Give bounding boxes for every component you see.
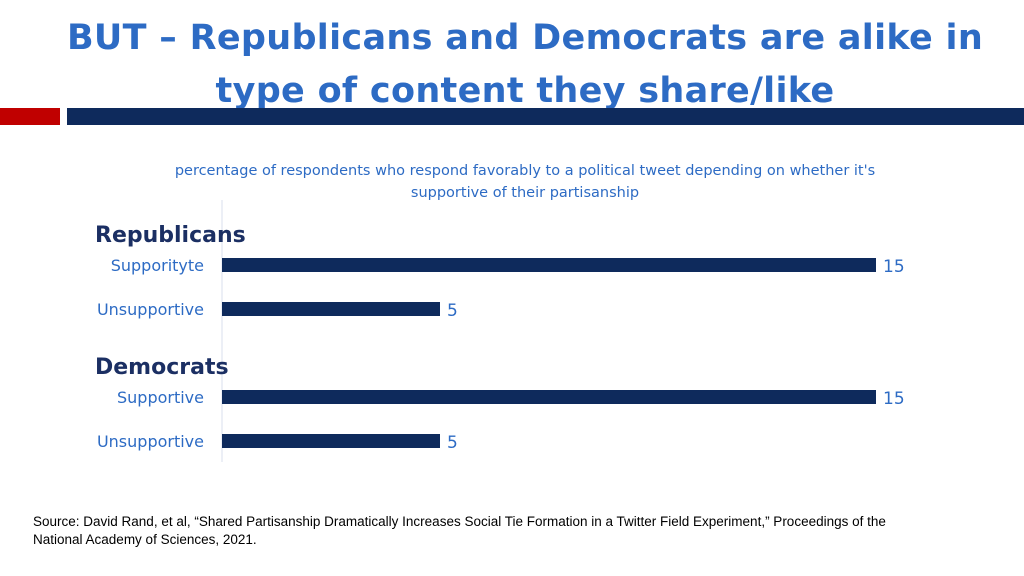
group-label: Democrats [95, 355, 229, 380]
slide-title: BUT – Republicans and Democrats are alik… [66, 18, 984, 111]
data-label: 5 [447, 433, 458, 453]
accent-bar-navy [67, 108, 1024, 125]
accent-bar-red [0, 108, 60, 125]
data-label: 5 [447, 301, 458, 321]
data-label: 15 [883, 389, 905, 409]
bar [222, 390, 876, 404]
chart-title: percentage of respondents who respond fa… [174, 163, 876, 201]
bar [222, 258, 876, 272]
category-label: Supportive [117, 388, 204, 407]
data-label: 15 [883, 257, 905, 277]
bar [222, 302, 440, 316]
group-label: Republicans [95, 223, 246, 248]
category-label: Supporityte [111, 256, 204, 275]
bar [222, 434, 440, 448]
source-note: Source: David Rand, et al, “Shared Parti… [33, 514, 886, 547]
category-label: Unsupportive [97, 300, 204, 319]
category-label: Unsupportive [97, 432, 204, 451]
